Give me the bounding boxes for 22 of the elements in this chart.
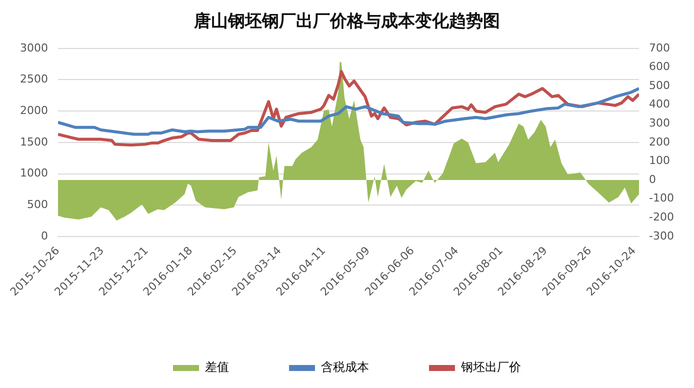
y-tick-label: 1500 — [20, 135, 48, 148]
y2-tick-label: 600 — [649, 60, 670, 74]
y2-tick-label: 200 — [649, 135, 670, 148]
y2-tick-label: 100 — [649, 154, 670, 168]
chart-title: 唐山钢坯钢厂出厂价格与成本变化趋势图 — [193, 12, 500, 32]
y2-tick-label: -300 — [649, 229, 674, 242]
y2-tick-label: 300 — [649, 116, 670, 130]
y-tick-label: 2000 — [20, 104, 48, 117]
y-tick-label: 500 — [26, 198, 48, 211]
y2-tick-label: 0 — [649, 172, 656, 186]
legend-label: 钢坯出厂价 — [460, 360, 521, 374]
y-tick-label: 3000 — [20, 41, 48, 54]
y2-tick-label: -100 — [649, 192, 674, 205]
legend-label: 含税成本 — [321, 360, 369, 374]
y-tick-label: 2500 — [20, 72, 48, 86]
legend-label: 差值 — [205, 360, 229, 374]
y2-tick-label: 700 — [649, 41, 670, 54]
y-tick-label: 1000 — [20, 166, 48, 180]
y2-tick-label: -200 — [649, 210, 674, 224]
y2-tick-label: 500 — [649, 78, 670, 92]
y-tick-label: 0 — [40, 229, 48, 242]
y2-tick-label: 400 — [649, 98, 670, 111]
